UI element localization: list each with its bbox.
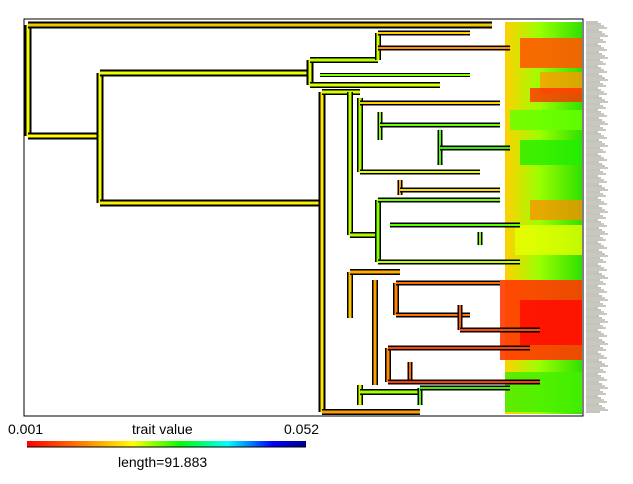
legend-max-label: 0.052 xyxy=(284,421,320,437)
legend-color-bar xyxy=(27,441,306,447)
tree-branches xyxy=(24,21,540,415)
legend-title: trait value xyxy=(132,421,193,437)
plot-border xyxy=(23,18,584,417)
tip-fringe-bands xyxy=(500,38,582,412)
tip-labels xyxy=(586,21,608,413)
legend-min-label: 0.001 xyxy=(8,421,44,437)
length-label: length=91.883 xyxy=(118,454,208,470)
